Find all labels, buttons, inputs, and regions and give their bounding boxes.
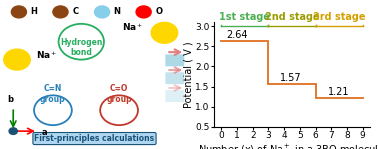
Y-axis label: Potential ( V ): Potential ( V ) (184, 41, 194, 108)
Text: Hydrogen
bond: Hydrogen bond (60, 38, 102, 57)
Text: 3rd stage: 3rd stage (313, 12, 365, 22)
Circle shape (136, 6, 151, 18)
Text: H: H (31, 7, 37, 16)
Text: 2.64: 2.64 (226, 30, 248, 40)
FancyBboxPatch shape (166, 90, 184, 102)
Circle shape (11, 6, 26, 18)
Text: 2nd stage: 2nd stage (265, 12, 319, 22)
Circle shape (94, 6, 110, 18)
Text: C=N
group: C=N group (40, 84, 66, 104)
Text: 1.57: 1.57 (279, 73, 301, 83)
Circle shape (9, 128, 17, 134)
Circle shape (53, 6, 68, 18)
Text: 1st stage: 1st stage (220, 12, 270, 22)
Text: Na$^+$: Na$^+$ (36, 49, 57, 61)
Text: a: a (42, 128, 47, 137)
Text: O: O (155, 7, 162, 16)
Text: C=O
group: C=O group (106, 84, 132, 104)
Text: b: b (8, 95, 13, 104)
Circle shape (4, 49, 30, 70)
Circle shape (151, 22, 178, 43)
FancyBboxPatch shape (166, 72, 184, 84)
Text: 1.21: 1.21 (328, 87, 350, 97)
Text: C: C (73, 7, 79, 16)
Text: Na$^+$: Na$^+$ (122, 21, 144, 33)
Text: First-principles calculations: First-principles calculations (34, 134, 155, 143)
Text: N: N (114, 7, 121, 16)
X-axis label: Number (x) of Na$^+$ in a 3BQ molecule: Number (x) of Na$^+$ in a 3BQ molecule (198, 143, 378, 149)
FancyBboxPatch shape (166, 54, 184, 66)
